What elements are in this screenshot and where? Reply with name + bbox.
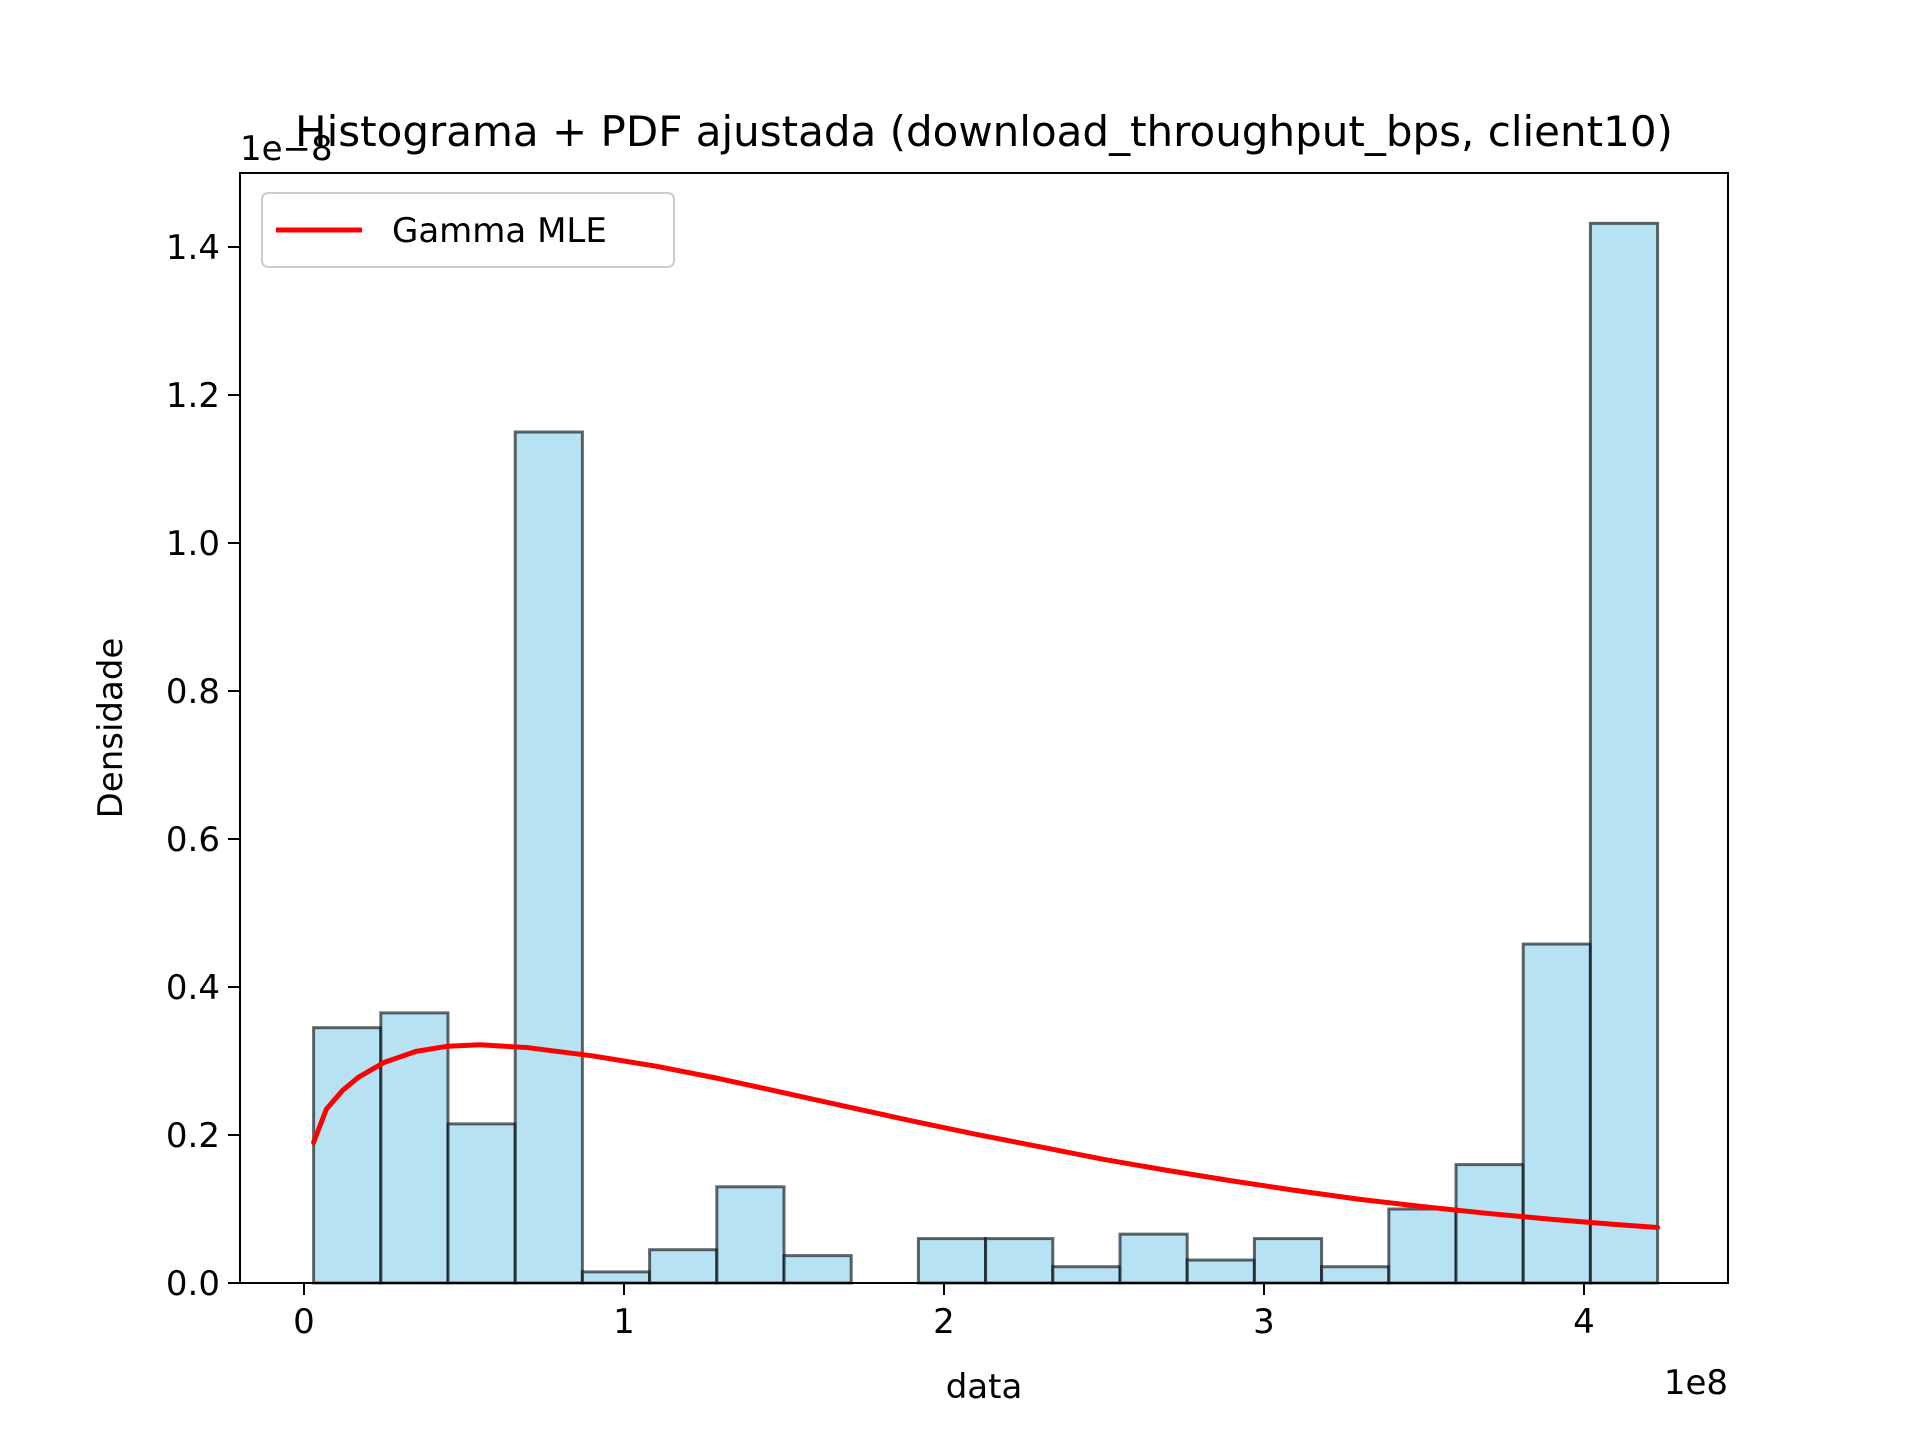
x-axis-label: data [946,1367,1023,1407]
x-tick-label: 3 [1253,1302,1275,1342]
pdf-curve-layer [311,1042,1661,1230]
x-tick-label: 4 [1573,1302,1595,1342]
y-tick-label: 0.8 [166,672,220,712]
gamma-mle-curve [311,1042,1661,1230]
histogram-bars [312,221,1660,1285]
y-tick-label: 0.6 [166,820,220,860]
histogram-bar [1521,942,1592,1285]
legend-box [261,192,675,268]
histogram-bar [1252,1237,1324,1285]
y-tick-label: 1.4 [166,228,220,268]
y-tick-label: 1.2 [166,376,220,416]
histogram-bar [312,1026,383,1285]
histogram-bar [513,430,584,1285]
y-axis-label: Densidade [91,638,131,819]
histogram-bar [782,1254,853,1285]
histogram-bar [648,1248,719,1285]
x-tick-label: 2 [933,1302,955,1342]
y-offset-text: 1e−8 [240,129,333,169]
y-tick-label: 0.4 [166,968,220,1008]
histogram-bar [916,1237,988,1285]
histogram-bar [1320,1265,1391,1285]
x-tick-label: 1 [613,1302,635,1342]
histogram-bar [1185,1258,1256,1285]
x-tick-label: 0 [293,1302,315,1342]
histogram-bar [1051,1265,1122,1285]
histogram-bar [1588,221,1660,1285]
histogram-bar [1118,1232,1189,1285]
y-axis-ticks: 0.0 0.2 0.4 0.6 0.8 1.0 1.2 1.4 [166,228,240,1304]
histogram-bar [715,1185,786,1285]
y-tick-label: 1.0 [166,524,220,564]
chart-title: Histograma + PDF ajustada (download_thro… [295,107,1673,156]
histogram-bar [1454,1163,1525,1285]
x-axis-ticks: 0 1 2 3 4 [293,1283,1595,1342]
legend-label-gamma-mle: Gamma MLE [392,211,607,251]
x-offset-text: 1e8 [1664,1363,1728,1403]
histogram-bar [984,1237,1055,1285]
legend: Gamma MLE [261,192,675,268]
plot-frame [239,172,1729,1284]
y-tick-label: 0.2 [166,1116,220,1156]
histogram-bar [580,1270,652,1285]
histogram-bar [1387,1207,1458,1285]
y-tick-label: 0.0 [166,1264,220,1304]
histogram-bar [446,1122,517,1285]
